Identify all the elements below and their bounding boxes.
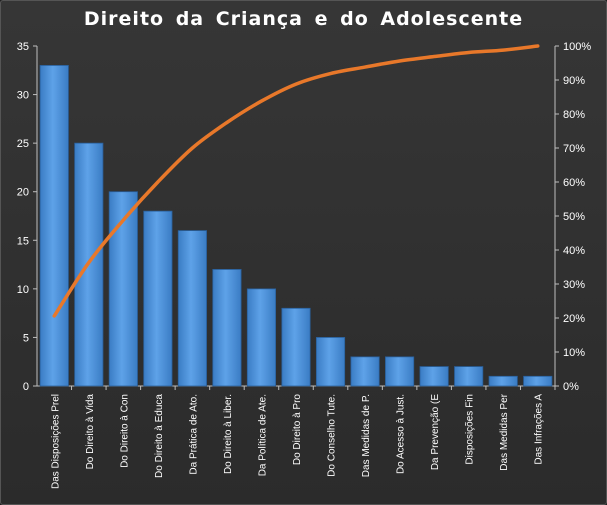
category-label: Da Política de Ate. — [257, 394, 268, 476]
y2-tick-label: 0% — [563, 381, 579, 393]
bar — [177, 230, 207, 387]
bar — [350, 356, 380, 387]
y-tick-label: 10 — [17, 284, 29, 296]
y-tick-label: 5 — [23, 332, 29, 344]
y2-tick-label: 90% — [563, 75, 585, 87]
bar — [419, 366, 449, 387]
y-tick-label: 25 — [17, 138, 29, 150]
category-label: Das Medidas Per — [499, 393, 510, 470]
y2-tick-label: 20% — [563, 313, 585, 325]
bar — [212, 269, 242, 387]
y-tick-label: 15 — [17, 235, 29, 247]
y2-tick-label: 70% — [563, 143, 585, 155]
category-label: Disposições Fin — [465, 394, 476, 465]
y-tick-label: 30 — [17, 90, 29, 102]
bar — [108, 191, 138, 387]
bar — [281, 307, 311, 387]
category-label: Do Direito à Pro — [292, 394, 303, 466]
y2-tick-label: 10% — [563, 347, 585, 359]
bar — [523, 375, 553, 387]
y-tick-label: 35 — [17, 41, 29, 53]
bar — [385, 356, 415, 387]
bar — [488, 375, 518, 387]
category-label: Do Conselho Tute. — [327, 394, 338, 477]
category-label: Do Acesso à Just. — [396, 394, 407, 474]
bar — [143, 210, 173, 387]
category-label: Do Direito à Educa — [154, 394, 165, 478]
y2-tick-label: 60% — [563, 177, 585, 189]
chart-title: Direito da Criança e do Adolescente — [83, 8, 524, 30]
category-label: Do Direito à Con — [119, 394, 130, 468]
category-label: Das Medidas de P. — [361, 394, 372, 477]
y2-tick-label: 80% — [563, 109, 585, 121]
y2-tick-label: 50% — [563, 211, 585, 223]
y2-tick-label: 40% — [563, 245, 585, 257]
y2-tick-label: 100% — [563, 41, 591, 53]
bar — [315, 337, 346, 387]
y2-tick-label: 30% — [563, 279, 585, 291]
category-label: Do Direito à Vida — [85, 394, 96, 470]
category-label: Do Direito à Liber. — [223, 394, 234, 474]
bar — [39, 65, 69, 387]
category-label: Das Infrações A — [534, 394, 545, 465]
y-tick-label: 0 — [23, 381, 29, 393]
bar — [454, 366, 484, 387]
category-label: Da Prática de Ato. — [188, 394, 199, 475]
category-label: Da Prevenção (E — [430, 394, 441, 470]
bar — [246, 288, 277, 387]
y-tick-label: 20 — [17, 187, 29, 199]
category-label: Das Disposições Prel — [50, 394, 61, 489]
